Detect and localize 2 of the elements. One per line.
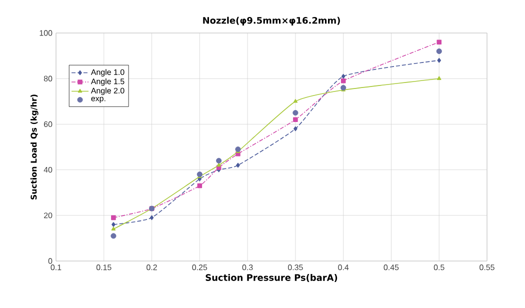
chart-title: Nozzle(φ9.5mm×φ16.2mm) — [203, 16, 340, 26]
x-axis-title: Suction Pressure Ps(barA) — [206, 274, 338, 282]
